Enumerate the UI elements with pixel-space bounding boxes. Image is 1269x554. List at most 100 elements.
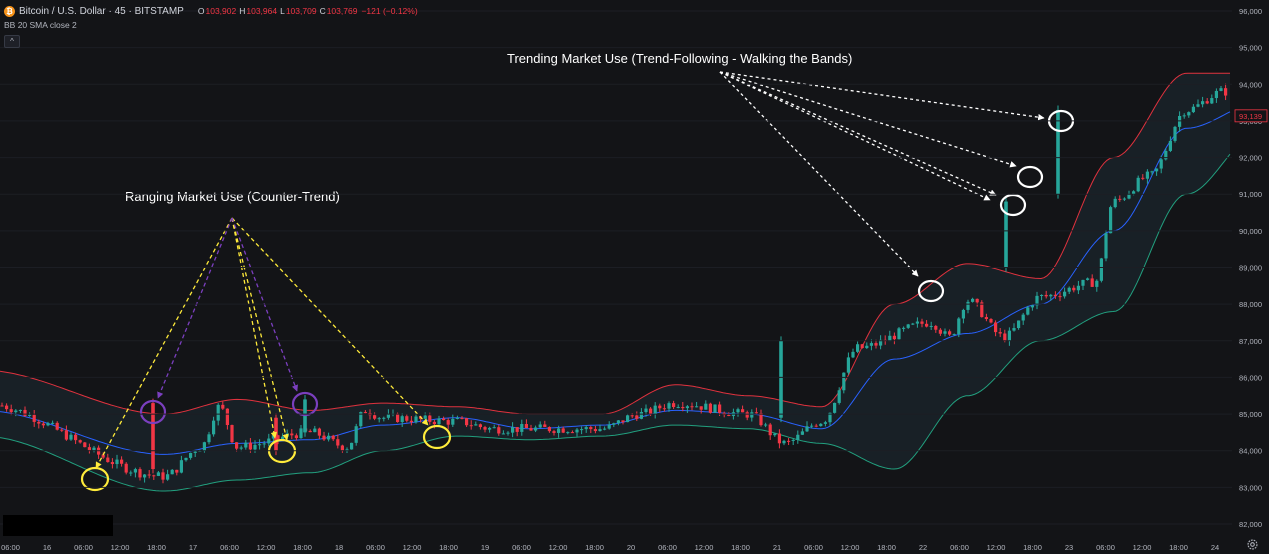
candle-body	[1136, 177, 1140, 192]
candle-body	[327, 435, 331, 440]
candle-body	[1081, 279, 1085, 286]
candle-body	[865, 345, 869, 349]
candle-body	[984, 317, 988, 320]
candle-body	[713, 404, 717, 413]
candle-body	[598, 429, 602, 432]
candle-body	[124, 463, 128, 473]
time-tick-label: 19	[481, 543, 489, 552]
candle-body	[340, 445, 344, 451]
candle-body	[152, 475, 156, 477]
candle-body	[879, 339, 883, 346]
time-tick-label: 06:00	[366, 543, 385, 552]
candle-body	[805, 426, 809, 432]
candle-body	[1090, 278, 1094, 287]
candle-body	[60, 429, 64, 431]
candle-body	[133, 469, 137, 473]
time-tick-label: 06:00	[74, 543, 93, 552]
price-tick-label: 87,000	[1239, 337, 1262, 346]
annotation-arrow	[719, 71, 997, 196]
candle-body	[83, 442, 87, 448]
candle-body	[603, 428, 607, 430]
candle-body	[833, 402, 837, 413]
highlight-circle	[291, 391, 319, 417]
candle-body	[1099, 258, 1103, 281]
candle-body	[248, 442, 252, 450]
time-tick-label: 24	[1211, 543, 1219, 552]
candle-body	[938, 329, 942, 334]
candle-body	[1191, 106, 1195, 113]
candle-body	[1187, 112, 1191, 116]
time-tick-label: 18:00	[877, 543, 896, 552]
band-fill	[0, 73, 1230, 492]
collapse-legend-button[interactable]: ^	[4, 35, 20, 48]
time-tick-label: 12:00	[695, 543, 714, 552]
candle-body	[18, 409, 22, 411]
candle-body	[478, 424, 482, 428]
candle-body	[897, 328, 901, 340]
candle-body	[851, 351, 855, 358]
candle-body	[892, 335, 896, 340]
candle-body	[846, 357, 850, 373]
time-tick-label: 18	[335, 543, 343, 552]
candle-body	[405, 416, 409, 421]
candle-body	[695, 406, 699, 408]
annotation-arrow	[719, 71, 919, 277]
candle-body	[1109, 207, 1113, 234]
time-tick-label: 18:00	[293, 543, 312, 552]
candle-body	[175, 469, 179, 473]
candle-body	[1132, 191, 1136, 194]
symbol-header[interactable]: ₿ Bitcoin / U.S. Dollar · 45 · BITSTAMP …	[4, 3, 421, 19]
candle-body	[110, 462, 114, 465]
candle-body	[557, 428, 561, 433]
candle-body	[975, 298, 979, 303]
candle-body	[911, 323, 915, 325]
candle-body	[492, 427, 496, 429]
candle-body	[156, 472, 160, 476]
candle-body	[1067, 287, 1071, 292]
candle-body	[313, 428, 317, 433]
candle-body	[373, 415, 377, 419]
candle-body	[616, 420, 620, 424]
candle-body	[819, 423, 823, 427]
indicator-label[interactable]: BB 20 SMA close 2	[4, 20, 77, 30]
candle-body	[179, 460, 183, 473]
candle-body	[308, 430, 312, 433]
candle-body	[442, 418, 446, 421]
candle-body	[32, 414, 36, 422]
symbol-title[interactable]: Bitcoin / U.S. Dollar · 45 · BITSTAMP	[19, 5, 184, 17]
candle-body	[317, 428, 321, 436]
time-tick-label: 06:00	[512, 543, 531, 552]
candle-body	[787, 440, 791, 442]
candle-body	[1095, 280, 1099, 287]
candle-body	[676, 407, 680, 409]
candle-body	[46, 423, 50, 426]
candle-body	[779, 340, 783, 418]
candle-body	[189, 452, 193, 458]
time-tick-label: 12:00	[841, 543, 860, 552]
candle-body	[1214, 90, 1218, 99]
candle-body	[672, 403, 676, 408]
candle-body	[653, 405, 657, 415]
candle-body	[658, 405, 662, 409]
candle-body	[120, 459, 124, 464]
highlight-circle	[139, 399, 167, 425]
candle-body	[1219, 88, 1223, 91]
candle-body	[888, 335, 892, 342]
bitcoin-icon: ₿	[4, 5, 15, 17]
candle-body	[612, 423, 616, 425]
candle-body	[244, 442, 248, 448]
candle-body	[1007, 330, 1011, 341]
annotation-arrow	[719, 71, 1017, 168]
time-tick-label: 18:00	[731, 543, 750, 552]
candle-body	[1113, 198, 1117, 208]
time-tick-label: 21	[773, 543, 781, 552]
candle-body	[143, 474, 147, 478]
candle-body	[423, 415, 427, 419]
candle-body	[1118, 198, 1122, 200]
gear-icon[interactable]	[1246, 538, 1259, 551]
candle-body	[796, 434, 800, 440]
candle-body	[1224, 88, 1228, 96]
candle-body	[64, 430, 68, 440]
